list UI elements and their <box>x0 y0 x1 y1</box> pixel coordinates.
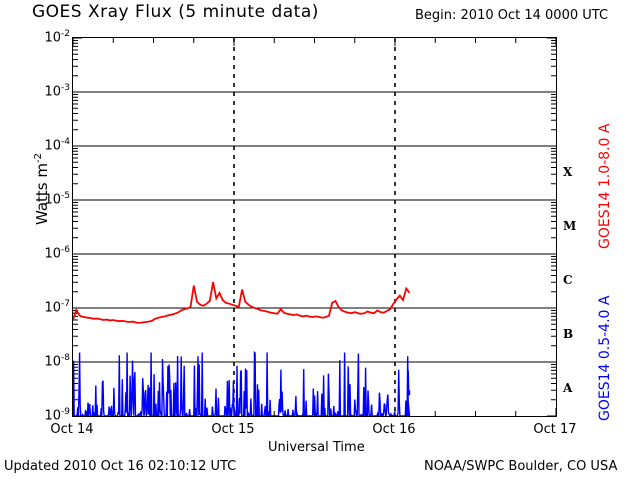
updated-timestamp: Updated 2010 Oct 16 02:10:12 UTC <box>4 459 237 474</box>
y-tick-label: 10-5 <box>44 191 70 208</box>
series-long-channel <box>73 282 411 324</box>
chart-canvas <box>73 38 556 416</box>
flare-class-c: C <box>563 273 573 287</box>
series-short-channel <box>73 350 411 416</box>
y-tick-label: 10-2 <box>44 29 70 46</box>
x-tick-label: Oct 16 <box>372 422 416 437</box>
legend-long-channel: GOES14 1.0-8.0 A <box>597 123 613 249</box>
y-tick-label: 10-6 <box>44 245 70 262</box>
x-tick-label: Oct 14 <box>50 422 94 437</box>
vertical-gridlines <box>233 38 396 416</box>
y-axis-ticks: 10-2 10-3 10-4 10-5 10-6 10-7 10-8 10-9 <box>0 0 70 480</box>
page-title: GOES Xray Flux (5 minute data) <box>32 2 319 22</box>
x-tick-label: Oct 17 <box>533 422 577 437</box>
flare-class-m: M <box>563 219 577 233</box>
plot-area <box>72 37 557 417</box>
flare-class-a: A <box>563 381 573 395</box>
credit-label: NOAA/SWPC Boulder, CO USA <box>424 459 618 474</box>
y-tick-label: 10-3 <box>44 83 70 100</box>
axis-minor-ticks <box>73 38 556 416</box>
x-tick-label: Oct 15 <box>211 422 255 437</box>
y-tick-label: 10-4 <box>44 137 70 154</box>
x-axis-label: Universal Time <box>268 440 365 455</box>
flare-class-b: B <box>563 327 574 341</box>
y-tick-label: 10-7 <box>44 299 70 316</box>
y-tick-label: 10-8 <box>44 353 70 370</box>
horizontal-gridlines <box>73 91 556 363</box>
legend-short-channel: GOES14 0.5-4.0 A <box>597 295 613 421</box>
y-tick-label: 10-9 <box>44 407 70 424</box>
begin-time-label: Begin: 2010 Oct 14 0000 UTC <box>415 8 609 23</box>
flare-class-x: X <box>563 165 573 179</box>
